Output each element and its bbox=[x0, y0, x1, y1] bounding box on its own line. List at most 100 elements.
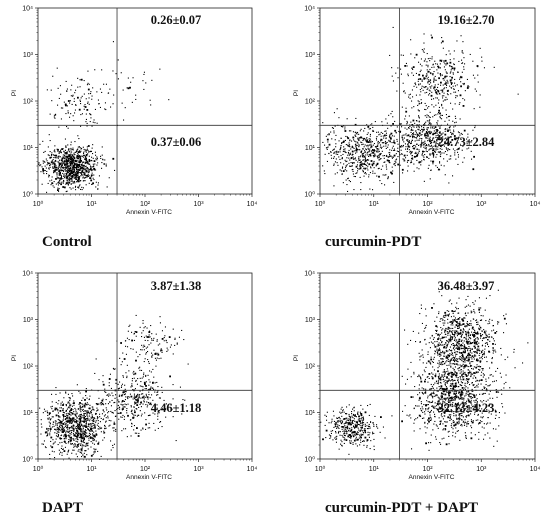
event-dot bbox=[373, 150, 375, 152]
event-dot bbox=[109, 88, 111, 90]
event-dot bbox=[78, 169, 81, 171]
event-dot bbox=[441, 95, 443, 97]
event-dot bbox=[447, 136, 449, 138]
event-dot bbox=[158, 412, 160, 414]
event-dot bbox=[382, 165, 384, 167]
event-dot bbox=[330, 151, 332, 153]
event-dot bbox=[364, 411, 367, 414]
event-dot bbox=[83, 412, 85, 414]
event-dot bbox=[83, 414, 85, 416]
event-dot bbox=[81, 170, 84, 173]
event-dot bbox=[125, 404, 127, 406]
event-dot bbox=[72, 420, 74, 422]
event-dot bbox=[139, 390, 141, 392]
event-dot bbox=[94, 434, 96, 436]
event-dot bbox=[355, 436, 357, 438]
event-dot bbox=[82, 425, 84, 427]
event-dot bbox=[141, 393, 143, 395]
event-dot bbox=[47, 162, 50, 165]
event-dot bbox=[343, 411, 345, 413]
lower-right-quadrant-value: 4.46±1.18 bbox=[151, 401, 202, 415]
event-dot bbox=[58, 188, 60, 190]
event-dot bbox=[351, 154, 353, 156]
event-dot bbox=[455, 144, 457, 146]
event-dot bbox=[84, 419, 86, 421]
event-dot bbox=[351, 165, 353, 167]
event-dot bbox=[417, 154, 419, 156]
event-dot bbox=[418, 135, 420, 137]
event-dot bbox=[54, 159, 56, 161]
event-dot bbox=[112, 103, 114, 105]
event-dot bbox=[75, 167, 77, 169]
event-dot bbox=[376, 426, 378, 428]
event-dot bbox=[72, 429, 74, 431]
event-dot bbox=[78, 155, 81, 157]
event-dot bbox=[402, 139, 404, 141]
event-dot bbox=[364, 156, 366, 158]
event-dot bbox=[473, 384, 475, 386]
event-dot bbox=[88, 170, 90, 172]
event-dot bbox=[88, 163, 90, 165]
event-dot bbox=[354, 123, 357, 126]
event-dot bbox=[138, 397, 140, 399]
event-dot bbox=[68, 174, 70, 176]
event-dot bbox=[453, 91, 455, 93]
event-dot bbox=[412, 119, 415, 122]
event-dot bbox=[334, 437, 336, 439]
event-dot bbox=[83, 410, 85, 412]
event-dot bbox=[381, 183, 383, 185]
event-dot bbox=[80, 424, 82, 426]
event-dot bbox=[423, 127, 425, 129]
event-dot bbox=[92, 417, 94, 419]
event-dot bbox=[161, 386, 163, 388]
event-dot bbox=[418, 101, 420, 103]
event-dot bbox=[52, 75, 54, 77]
event-dot bbox=[370, 147, 372, 149]
event-dot bbox=[88, 159, 90, 161]
event-dot bbox=[64, 441, 66, 443]
event-dot bbox=[433, 127, 435, 129]
event-dot bbox=[149, 99, 151, 101]
event-dot bbox=[390, 132, 393, 135]
event-dot bbox=[422, 142, 424, 144]
event-dot bbox=[81, 441, 83, 443]
event-dot bbox=[342, 436, 344, 438]
event-dot bbox=[136, 404, 139, 406]
event-dot bbox=[73, 175, 75, 177]
event-dot bbox=[430, 142, 432, 144]
event-dot bbox=[40, 423, 42, 425]
event-dot bbox=[424, 154, 426, 156]
event-dot bbox=[487, 432, 489, 434]
event-dot bbox=[85, 151, 87, 153]
event-dot bbox=[48, 167, 50, 169]
event-dot bbox=[79, 156, 81, 158]
event-dot bbox=[436, 69, 438, 71]
event-dot bbox=[373, 432, 375, 434]
event-dot bbox=[63, 151, 65, 153]
event-dot bbox=[390, 171, 392, 174]
event-dot bbox=[353, 175, 355, 177]
event-dot bbox=[71, 417, 73, 419]
event-dot bbox=[87, 161, 89, 163]
event-dot bbox=[411, 139, 413, 141]
event-dot bbox=[433, 71, 435, 73]
event-dot bbox=[367, 144, 369, 146]
event-dot bbox=[94, 108, 96, 110]
event-dot bbox=[87, 445, 89, 447]
event-dot bbox=[148, 379, 150, 381]
event-dot bbox=[338, 420, 340, 422]
event-dot bbox=[457, 71, 459, 73]
event-dot bbox=[72, 171, 75, 174]
event-dot bbox=[495, 428, 497, 430]
event-dot bbox=[441, 59, 443, 61]
event-dot bbox=[428, 83, 430, 85]
event-dot bbox=[148, 414, 150, 416]
event-dot bbox=[65, 167, 67, 169]
event-dot bbox=[346, 157, 348, 159]
event-dot bbox=[470, 400, 472, 402]
event-dot bbox=[120, 72, 122, 74]
event-dot bbox=[479, 94, 481, 96]
event-dot bbox=[457, 402, 459, 404]
event-dot bbox=[49, 458, 51, 460]
event-dot bbox=[143, 336, 145, 338]
